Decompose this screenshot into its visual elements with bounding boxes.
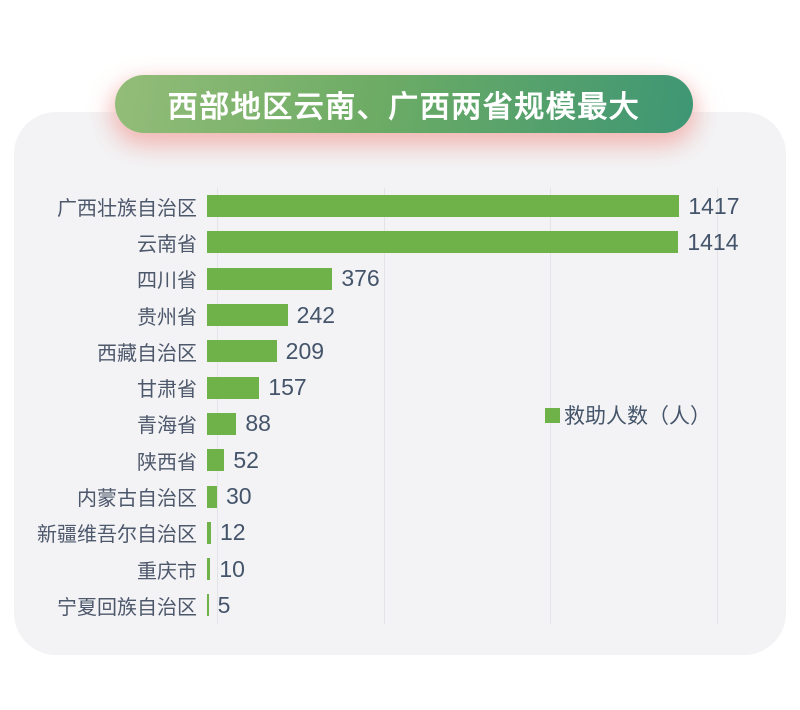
value-label: 376 (341, 265, 380, 292)
bar-row: 青海省 88 (30, 406, 770, 442)
value-label: 209 (285, 337, 325, 364)
bar-row: 宁夏回族自治区 5 (30, 587, 770, 623)
bar-track: 376 (207, 261, 770, 297)
chart-title: 西部地区云南、广西两省规模最大 (167, 91, 641, 124)
bar (207, 594, 209, 617)
bar-row: 陕西省 52 (30, 442, 770, 478)
bar (207, 267, 333, 290)
bar-row: 内蒙古自治区 30 (30, 478, 770, 514)
bar-row: 云南省 1414 (30, 224, 770, 260)
gridline-x-1000 (550, 188, 552, 624)
bar-chart: 广西壮族自治区 1417 云南省 1414 四川省 376 贵州省 242 西藏自治区 209 甘肃… (30, 188, 770, 625)
category-label: 内蒙古自治区 (77, 488, 197, 511)
bar-row: 广西壮族自治区 1417 (30, 188, 770, 224)
bar (207, 340, 277, 363)
bar (207, 412, 237, 435)
bar-track: 157 (207, 369, 770, 405)
bar-track: 52 (207, 442, 770, 478)
legend-swatch-icon (545, 407, 560, 423)
category-label: 青海省 (137, 415, 197, 438)
category-label: 重庆市 (137, 560, 197, 583)
value-label: 242 (296, 301, 336, 328)
bar (207, 304, 288, 327)
gridline-x-1500 (717, 188, 718, 624)
category-label: 宁夏回族自治区 (57, 596, 197, 619)
title-banner: 西部地区云南、广西两省规模最大 (115, 75, 693, 133)
bar (207, 231, 679, 254)
value-label: 10 (219, 555, 245, 582)
value-label: 30 (226, 483, 252, 510)
bar-track: 242 (207, 297, 770, 333)
bar-row: 贵州省 242 (30, 297, 770, 333)
value-label: 88 (245, 410, 271, 437)
value-label: 52 (233, 446, 259, 473)
bar (207, 376, 260, 399)
bar-track: 1414 (207, 224, 770, 260)
gridline-x-500 (383, 188, 385, 624)
bar (207, 558, 211, 581)
bar-row: 四川省 376 (30, 261, 770, 297)
category-label: 广西壮族自治区 (57, 197, 197, 220)
value-label: 5 (217, 591, 231, 618)
value-label: 1417 (688, 192, 740, 219)
bar-rows: 广西壮族自治区 1417 云南省 1414 四川省 376 贵州省 242 西藏自治区 209 甘肃… (30, 188, 770, 624)
bar-row: 新疆维吾尔自治区 12 (30, 515, 770, 551)
bar-track: 12 (207, 515, 770, 551)
bar (207, 449, 225, 472)
value-label: 157 (268, 374, 307, 401)
bar-track: 88 (207, 406, 770, 442)
value-label: 12 (220, 519, 246, 546)
y-axis-line (217, 188, 218, 624)
category-label: 贵州省 (137, 306, 197, 329)
category-label: 四川省 (137, 270, 197, 293)
bar-track: 209 (207, 333, 770, 369)
bar-row: 重庆市 10 (30, 551, 770, 587)
bar (207, 195, 680, 218)
bar (207, 485, 217, 508)
legend-label: 救助人数（人） (564, 405, 711, 428)
bar-track: 1417 (207, 188, 770, 224)
bar-row: 甘肃省 157 (30, 369, 770, 405)
category-label: 新疆维吾尔自治区 (37, 524, 197, 547)
category-label: 甘肃省 (137, 379, 197, 402)
bar-track: 30 (207, 478, 770, 514)
legend: 救助人数（人） (545, 400, 711, 430)
bar-track: 5 (207, 587, 770, 623)
value-label: 1414 (687, 228, 739, 255)
category-label: 陕西省 (137, 451, 197, 474)
category-label: 西藏自治区 (97, 342, 197, 365)
bar (207, 521, 211, 544)
bar-track: 10 (207, 551, 770, 587)
bar-row: 西藏自治区 209 (30, 333, 770, 369)
gridlines (217, 188, 718, 624)
category-label: 云南省 (137, 233, 197, 256)
